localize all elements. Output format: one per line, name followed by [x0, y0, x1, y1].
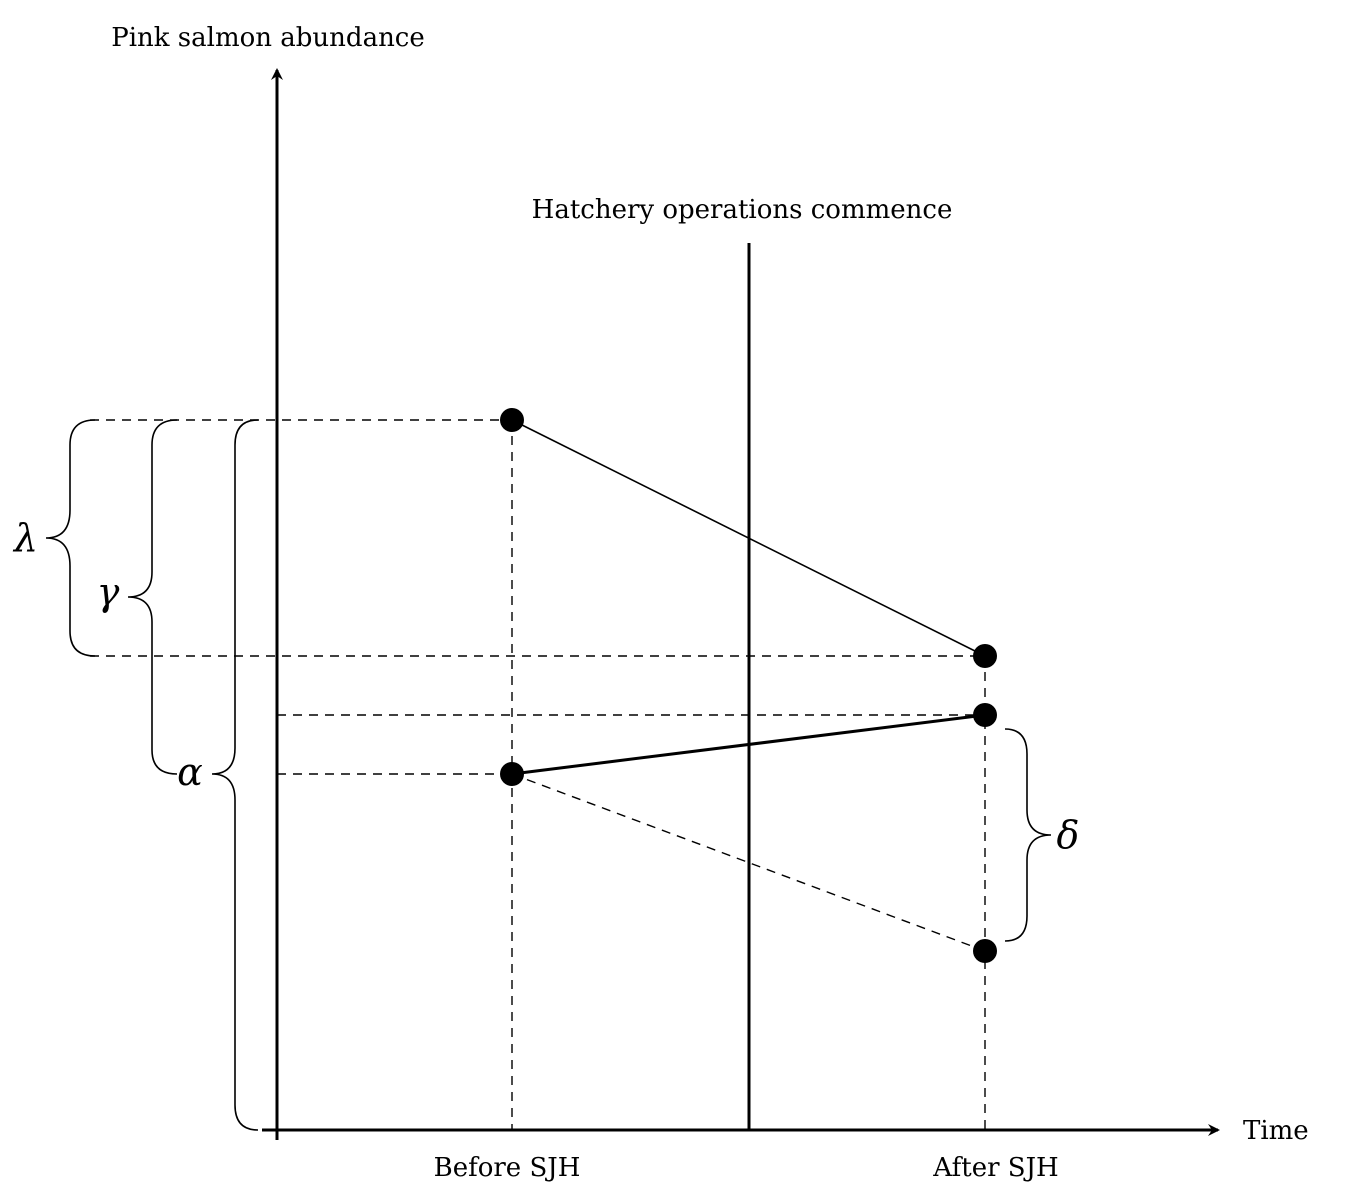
hatchery-event-label: Hatchery operations commence: [532, 195, 953, 225]
point-before-low: [500, 762, 524, 786]
trend-line-high: [511, 419, 986, 657]
y-axis-label: Pink salmon abundance: [111, 23, 425, 53]
alpha-brace: [211, 419, 259, 1131]
point-before-high: [500, 408, 524, 432]
lambda-brace: [45, 419, 96, 657]
trend-line-observed: [511, 713, 986, 776]
trend-line-counterfactual: [511, 773, 986, 952]
x-axis-label: Time: [1243, 1116, 1309, 1146]
delta-brace: [1004, 728, 1052, 942]
gamma-brace: [127, 419, 178, 775]
point-after-high: [973, 644, 997, 668]
after-period-label: After SJH: [932, 1153, 1058, 1183]
before-period-label: Before SJH: [434, 1153, 581, 1183]
alpha-symbol: α: [177, 750, 203, 794]
point-after-counterfactual: [973, 939, 997, 963]
point-after-observed: [973, 703, 997, 727]
lambda-symbol: λ: [12, 516, 38, 560]
gamma-symbol: γ: [97, 570, 120, 614]
delta-symbol: δ: [1057, 813, 1080, 857]
